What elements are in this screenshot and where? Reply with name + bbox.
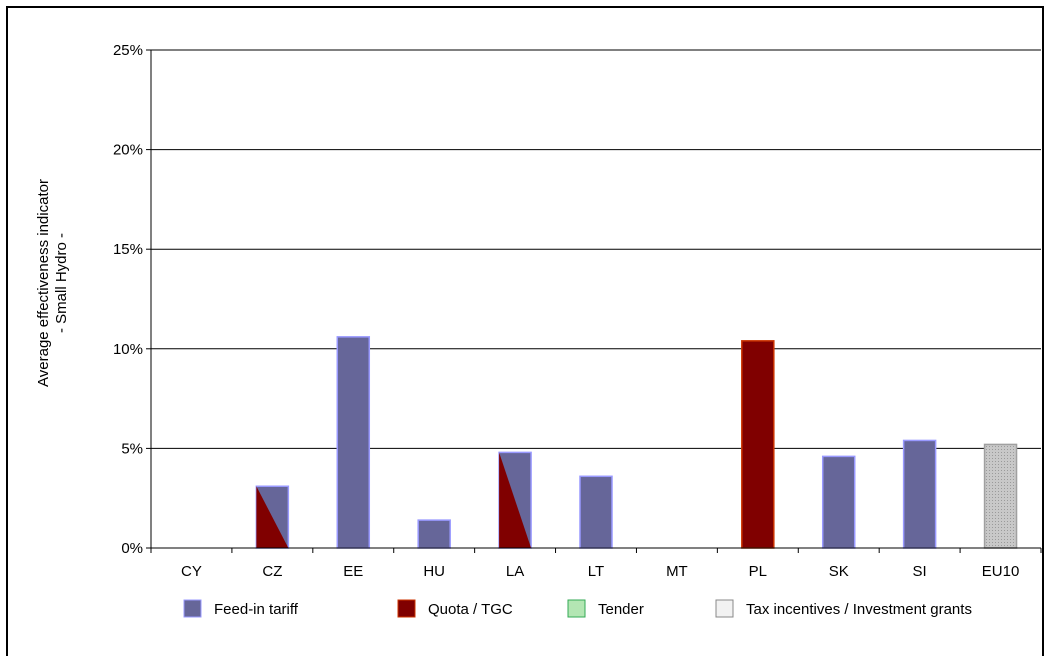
gridlines (151, 49, 1041, 449)
legend-label-quota: Quota / TGC (428, 601, 513, 618)
legend-swatch-tender (567, 599, 586, 618)
x-tick-label: LT (588, 563, 604, 580)
legend-swatch-fit (183, 599, 202, 618)
bar-quota-segment (499, 452, 532, 548)
x-tick-label: PL (749, 563, 767, 580)
x-tick-label: SI (913, 563, 927, 580)
bar-quota-segment (256, 486, 289, 548)
legend-swatch-tax (715, 599, 734, 618)
effectiveness-bar-chart: 0% 5% 10% 15% 20% 25% CY CZ EE HU LA LT MT PL SK SI EU1… (35, 42, 1042, 618)
axes (146, 49, 1042, 553)
bar (821, 455, 856, 549)
bar (336, 336, 371, 549)
y-tick-label: 20% (113, 142, 143, 159)
y-tick-label: 0% (121, 540, 143, 557)
x-tick-labels: CY CZ EE HU LA LT MT PL SK SI EU10 (181, 563, 1019, 580)
x-tick-label: MT (666, 563, 688, 580)
y-tick-label: 15% (113, 241, 143, 258)
y-axis-label-line2: - Small Hydro - (53, 233, 70, 333)
x-tick-label: LA (506, 563, 524, 580)
y-tick-label: 10% (113, 341, 143, 358)
x-tick-label: EE (343, 563, 363, 580)
x-tick-label: SK (829, 563, 849, 580)
bar (741, 340, 775, 549)
bar (983, 443, 1018, 549)
x-tick-label: CZ (262, 563, 282, 580)
x-tick-label: EU10 (982, 563, 1020, 580)
legend-label-fit: Feed-in tariff (214, 601, 299, 618)
legend-swatch-quota (397, 599, 416, 618)
x-tick-label: HU (423, 563, 445, 580)
legend-label-tender: Tender (598, 601, 644, 618)
y-tick-label: 25% (113, 42, 143, 59)
bar (417, 519, 451, 549)
chart-frame: 0% 5% 10% 15% 20% 25% CY CZ EE HU LA LT MT PL SK SI EU1… (6, 6, 1044, 656)
x-tick-label: CY (181, 563, 202, 580)
bar (902, 439, 937, 549)
y-tick-labels: 0% 5% 10% 15% 20% 25% (113, 42, 143, 557)
legend-label-tax: Tax incentives / Investment grants (746, 601, 972, 618)
bars (255, 336, 1018, 549)
legend: Feed-in tariff Quota / TGC Tender Tax incen… (183, 599, 972, 618)
bar (579, 475, 613, 549)
y-axis-label: Average effectiveness indicator (35, 179, 52, 387)
y-tick-label: 5% (121, 440, 143, 457)
